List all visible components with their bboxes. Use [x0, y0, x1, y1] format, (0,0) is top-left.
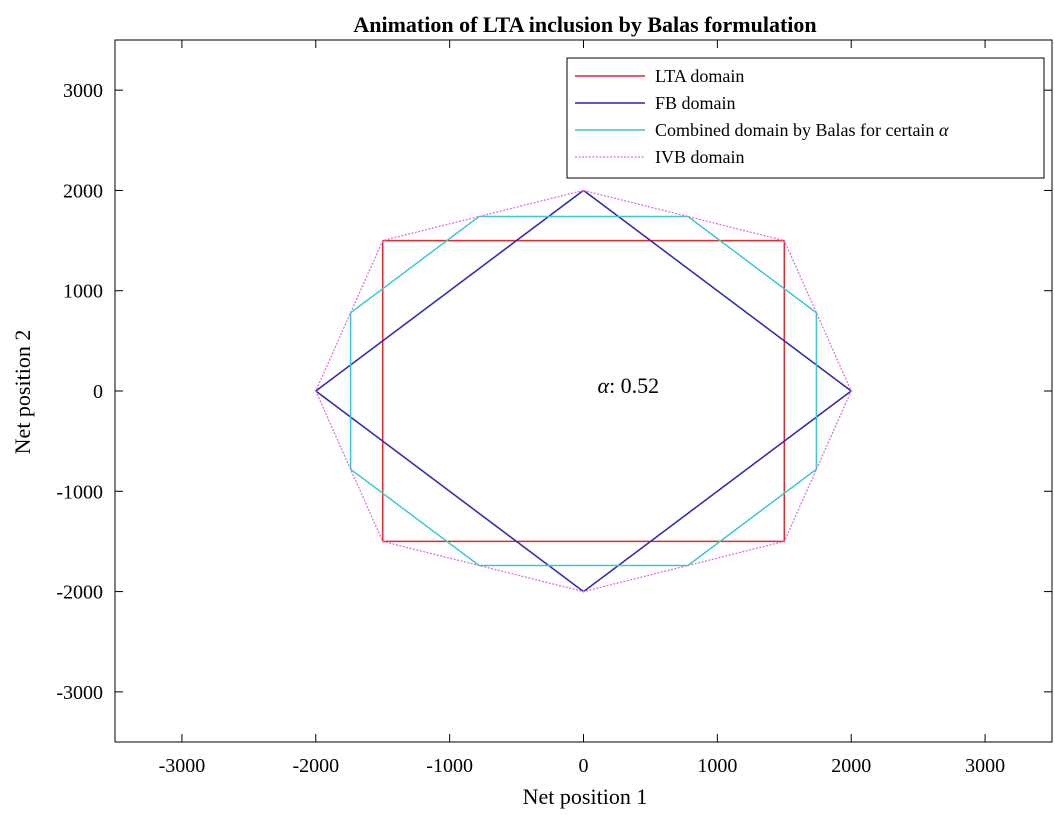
legend-label: IVB domain — [655, 147, 745, 167]
chart-title: Animation of LTA inclusion by Balas form… — [353, 12, 816, 37]
x-axis-label: Net position 1 — [523, 784, 648, 809]
y-tick-label: 3000 — [63, 80, 103, 102]
y-tick-label: 0 — [93, 381, 103, 403]
y-tick-label: 2000 — [63, 180, 103, 202]
x-tick-label: -2000 — [292, 755, 339, 777]
legend-box — [566, 57, 1045, 179]
y-axis-label: Net position 2 — [10, 330, 35, 455]
y-tick-label: 1000 — [63, 281, 103, 303]
plot-area: -3000 -2000 -1000 0 1000 2000 3000 -3000 -2000 -1… — [56, 39, 1053, 777]
x-tick-label: -3000 — [159, 755, 206, 777]
alpha-annotation: α: 0.52 — [598, 373, 660, 398]
x-tick-label: 0 — [579, 755, 589, 777]
series-line-lta-domain — [381, 239, 786, 543]
x-tick-label: 1000 — [697, 755, 737, 777]
x-tick-label: -1000 — [426, 755, 473, 777]
y-tick-label: -1000 — [56, 481, 103, 503]
legend-label: LTA domain — [655, 66, 744, 86]
y-tick-label: -3000 — [56, 682, 103, 704]
y-tick-label: -2000 — [56, 582, 103, 604]
x-tick-label: 2000 — [831, 755, 871, 777]
x-tick-label: 3000 — [965, 755, 1005, 777]
series-line-fb-domain — [314, 189, 853, 593]
series-line-combined-domain-by-balas-for-certain — [349, 215, 818, 567]
series-line-ivb-domain — [315, 189, 852, 593]
legend-label: FB domain — [655, 93, 736, 113]
legend-label: Combined domain by Balas for certain α — [655, 120, 949, 140]
